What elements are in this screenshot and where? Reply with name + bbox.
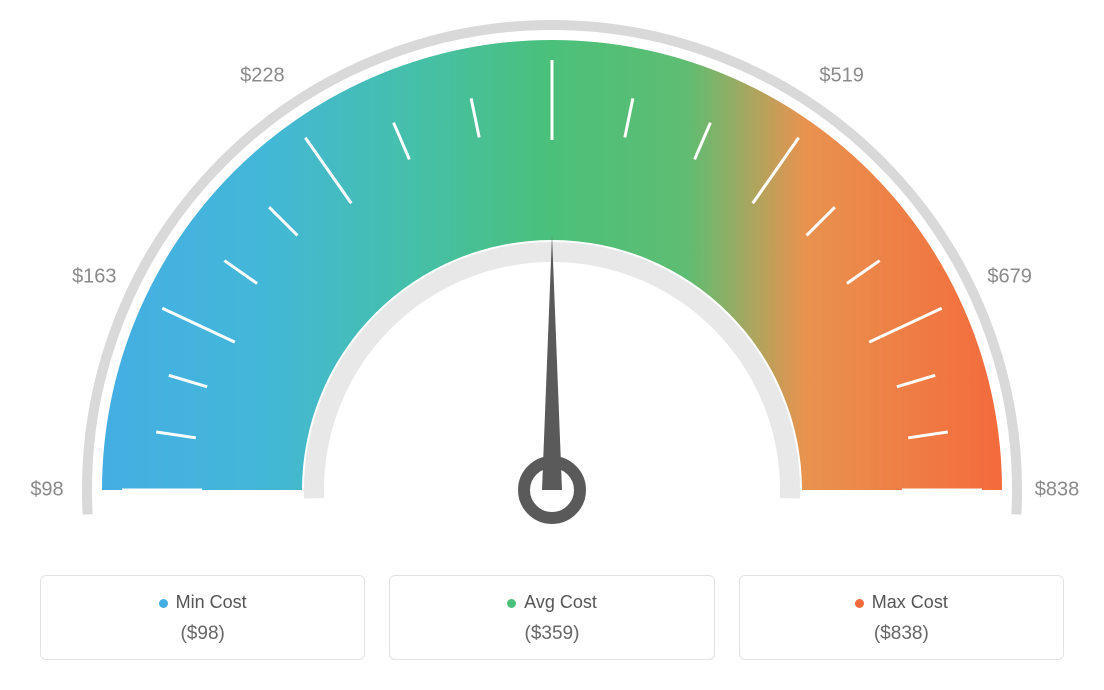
- legend-title-min: Min Cost: [51, 592, 354, 613]
- legend-label-max: Max Cost: [872, 592, 948, 612]
- legend-value-min: ($98): [51, 623, 354, 645]
- gauge-area: $98$163$228$359$519$679$838: [0, 0, 1104, 560]
- legend-label-min: Min Cost: [176, 592, 247, 612]
- legend-card-min: Min Cost ($98): [40, 575, 365, 660]
- gauge-tick-label: $838: [1035, 479, 1080, 502]
- legend-title-avg: Avg Cost: [400, 592, 703, 613]
- legend-label-avg: Avg Cost: [524, 592, 597, 612]
- gauge-tick-label: $228: [240, 65, 285, 88]
- legend-card-avg: Avg Cost ($359): [389, 575, 714, 660]
- legend-dot-max: [855, 599, 864, 608]
- legend-card-max: Max Cost ($838): [739, 575, 1064, 660]
- gauge-chart-container: $98$163$228$359$519$679$838 Min Cost ($9…: [0, 0, 1104, 690]
- legend-row: Min Cost ($98) Avg Cost ($359) Max Cost …: [40, 575, 1064, 660]
- legend-value-avg: ($359): [400, 623, 703, 645]
- gauge-tick-label: $519: [819, 65, 864, 88]
- gauge-tick-label: $98: [30, 479, 63, 502]
- legend-value-max: ($838): [750, 623, 1053, 645]
- gauge-tick-label: $679: [987, 265, 1032, 288]
- legend-dot-avg: [507, 599, 516, 608]
- gauge-svg: [0, 0, 1104, 560]
- gauge-tick-label: $163: [72, 265, 117, 288]
- legend-title-max: Max Cost: [750, 592, 1053, 613]
- legend-dot-min: [159, 599, 168, 608]
